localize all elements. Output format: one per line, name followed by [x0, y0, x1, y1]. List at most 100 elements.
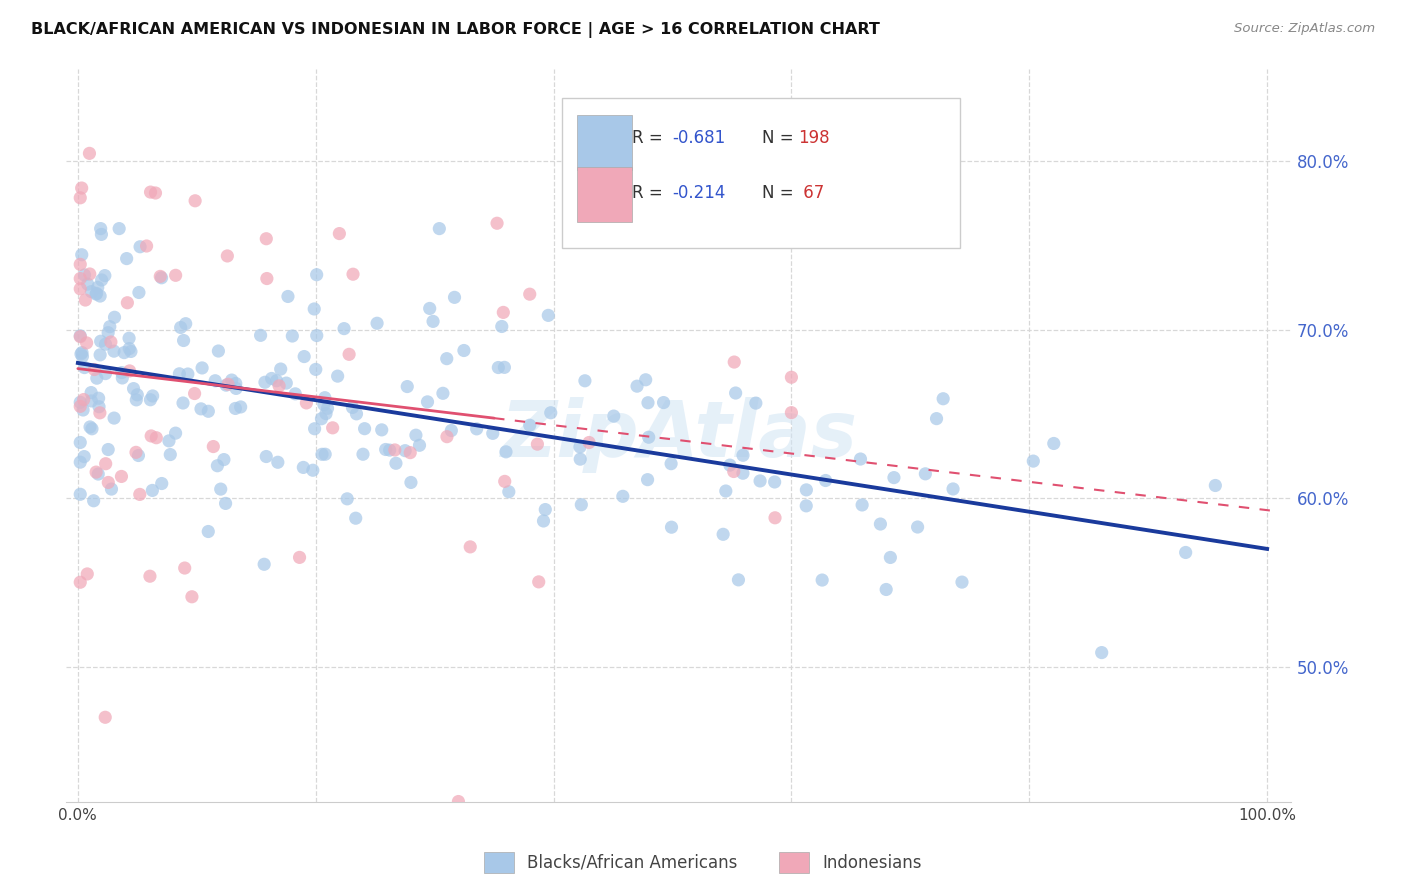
Point	[72, 350, 94, 364]
Point	[634, 373, 657, 387]
Point	[626, 379, 648, 393]
Point	[942, 482, 965, 496]
Point	[292, 460, 315, 475]
Point	[225, 381, 247, 395]
Point	[214, 496, 236, 510]
Point	[139, 185, 162, 199]
Point	[491, 319, 513, 334]
Point	[342, 267, 364, 281]
Point	[79, 146, 101, 161]
Point	[851, 498, 873, 512]
Point	[79, 267, 101, 281]
Point	[612, 489, 634, 503]
Point	[94, 268, 117, 283]
Point	[427, 221, 450, 235]
Point	[519, 418, 541, 433]
Point	[125, 392, 148, 407]
Point	[869, 516, 891, 531]
Point	[723, 355, 745, 369]
Point	[495, 445, 517, 459]
Point	[172, 396, 194, 410]
Point	[432, 386, 454, 401]
Point	[794, 499, 817, 513]
Point	[302, 463, 325, 477]
Point	[256, 271, 278, 285]
Point	[97, 442, 120, 457]
Point	[875, 582, 897, 597]
Point	[80, 393, 103, 408]
Point	[249, 328, 271, 343]
Point	[266, 374, 288, 388]
Point	[221, 373, 243, 387]
Point	[342, 401, 364, 415]
Point	[97, 326, 120, 340]
FancyBboxPatch shape	[576, 168, 631, 222]
Point	[94, 337, 117, 351]
Point	[316, 401, 339, 416]
Point	[111, 366, 134, 380]
Point	[314, 391, 336, 405]
Point	[519, 287, 541, 301]
Point	[128, 285, 150, 300]
Point	[311, 411, 333, 425]
Point	[419, 301, 441, 316]
Point	[165, 268, 187, 283]
Point	[399, 475, 422, 490]
Point	[1204, 478, 1226, 492]
Point	[73, 268, 96, 282]
Point	[69, 395, 91, 409]
Point	[447, 795, 470, 809]
FancyBboxPatch shape	[562, 98, 960, 248]
Point	[73, 450, 96, 464]
Point	[90, 334, 112, 349]
Point	[932, 392, 955, 406]
Point	[312, 398, 335, 412]
Point	[305, 268, 328, 282]
Point	[292, 350, 315, 364]
Point	[89, 348, 111, 362]
Point	[378, 443, 401, 458]
Point	[281, 329, 304, 343]
Point	[763, 510, 786, 524]
Point	[328, 227, 350, 241]
Point	[276, 376, 298, 390]
Point	[118, 342, 141, 356]
Legend: Blacks/African Americans, Indonesians: Blacks/African Americans, Indonesians	[477, 846, 929, 880]
Point	[814, 474, 837, 488]
Point	[436, 430, 458, 444]
Point	[103, 310, 125, 325]
Point	[141, 483, 163, 498]
Point	[492, 305, 515, 319]
Point	[494, 360, 516, 375]
Point	[1022, 454, 1045, 468]
Point	[89, 289, 111, 303]
Point	[305, 362, 328, 376]
Point	[711, 527, 734, 541]
Point	[533, 514, 555, 528]
Point	[540, 406, 562, 420]
Point	[326, 369, 349, 384]
Point	[724, 386, 747, 401]
Point	[118, 331, 141, 345]
Point	[180, 590, 202, 604]
Point	[165, 426, 187, 441]
Point	[1042, 436, 1064, 450]
Point	[118, 364, 141, 378]
Point	[94, 367, 117, 381]
Point	[352, 447, 374, 461]
Point	[80, 422, 103, 436]
Point	[69, 575, 91, 590]
Point	[87, 280, 110, 294]
Point	[481, 426, 503, 441]
Point	[103, 344, 125, 359]
Point	[763, 475, 786, 489]
Point	[284, 387, 307, 401]
Point	[90, 221, 112, 235]
Point	[796, 483, 818, 497]
Point	[727, 573, 749, 587]
Text: -0.214: -0.214	[672, 184, 725, 202]
Point	[83, 362, 105, 376]
Point	[69, 400, 91, 414]
Point	[69, 271, 91, 285]
Point	[569, 440, 592, 454]
